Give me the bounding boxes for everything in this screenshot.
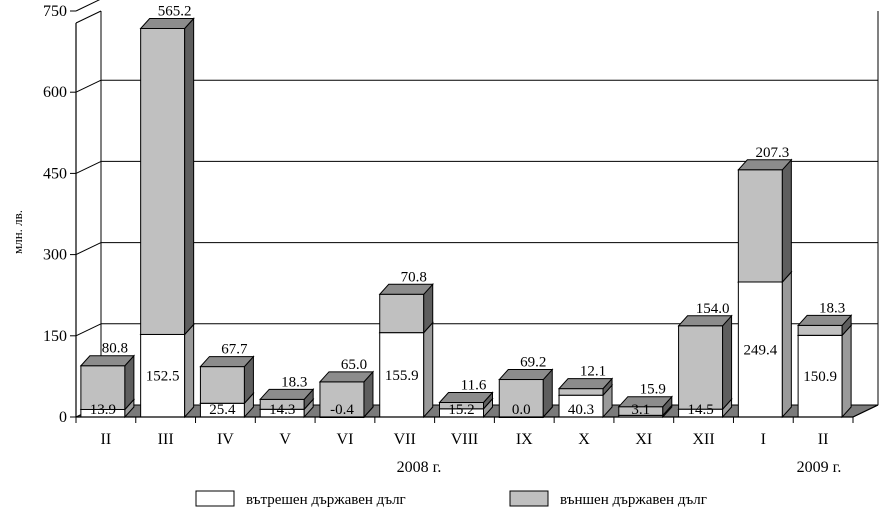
x-tick-label: V	[279, 431, 291, 448]
y-tick-label: 0	[59, 409, 67, 426]
bar-external	[378, 282, 434, 334]
x-tick-label: IV	[217, 431, 234, 448]
x-tick-label: XII	[692, 431, 714, 448]
x-axis: II III IV V VI VII VIII IX X XI XII I II	[75, 404, 879, 448]
legend-swatch-external	[509, 490, 549, 507]
data-label-domestic: 3.1	[631, 402, 650, 418]
x-tick-label: X	[578, 431, 590, 448]
data-label-external: 70.8	[401, 269, 427, 285]
chart-back-wall	[75, 0, 879, 405]
data-label-external: 12.1	[580, 364, 606, 380]
data-label-domestic: 150.9	[803, 369, 837, 385]
legend-label-external: външен държавен дълг	[560, 492, 707, 508]
bar-external	[438, 391, 494, 411]
data-label-domestic: 155.9	[385, 368, 419, 384]
data-label-external: 11.6	[461, 377, 487, 393]
data-label-domestic: 25.4	[209, 402, 236, 418]
data-label-domestic: 152.5	[146, 369, 180, 385]
data-label-domestic: 15.2	[448, 402, 474, 418]
year-label-2009: 2009 г.	[797, 459, 842, 476]
bar-external	[617, 395, 673, 417]
data-label-external: 69.2	[520, 355, 546, 371]
bar-external	[737, 158, 793, 284]
bar-external	[677, 314, 733, 411]
y-tick-label: 750	[43, 3, 67, 20]
bar-external	[318, 370, 375, 419]
x-tick-label: III	[158, 431, 174, 448]
legend-swatch-domestic	[195, 490, 235, 507]
data-label-external: 15.9	[640, 382, 666, 398]
bar-external	[79, 354, 136, 411]
y-axis: 0 150 300 450 600 750	[43, 3, 102, 426]
bar-external	[498, 368, 554, 419]
x-tick-label: VII	[394, 431, 416, 448]
x-tick-label: VIII	[451, 431, 479, 448]
y-tick-label: 600	[43, 84, 67, 101]
data-label-external: 18.3	[281, 374, 307, 390]
data-label-external: 80.8	[102, 341, 128, 357]
legend: вътрешен държавен дълг външен държавен д…	[195, 490, 707, 508]
data-label-external: 565.2	[158, 3, 192, 19]
data-label-external: 207.3	[755, 145, 789, 161]
y-axis-title: млн. лв.	[10, 210, 25, 254]
data-label-external: 65.0	[341, 357, 367, 373]
bars-group: 13.9 80.8 152.5 565.2 25.4 67.7 14.3 18.3 -0.4 65…	[79, 3, 853, 419]
x-tick-label: IX	[516, 431, 533, 448]
y-tick-label: 300	[43, 247, 67, 264]
data-label-domestic: 14.3	[269, 402, 295, 418]
year-label-2008: 2008 г.	[397, 459, 442, 476]
bar-external	[139, 17, 195, 336]
x-tick-label: XI	[635, 431, 652, 448]
data-label-domestic: 13.9	[90, 402, 116, 418]
bar-external	[557, 377, 614, 397]
data-label-domestic: 249.4	[743, 342, 777, 358]
y-tick-label: 450	[43, 165, 67, 182]
x-tick-label: VI	[337, 431, 354, 448]
data-label-external: 67.7	[221, 342, 248, 358]
legend-label-domestic: вътрешен държавен дълг	[246, 492, 406, 508]
x-tick-label: II	[818, 431, 829, 448]
data-label-domestic: -0.4	[330, 402, 354, 418]
bar-external	[796, 314, 853, 337]
bar-external	[199, 355, 255, 405]
data-label-domestic: 40.3	[568, 402, 594, 418]
data-label-external: 154.0	[696, 301, 730, 317]
bar-external	[259, 388, 315, 411]
data-label-domestic: 14.5	[687, 402, 713, 418]
x-tick-label: I	[761, 431, 766, 448]
y-tick-label: 150	[43, 328, 67, 345]
data-label-external: 18.3	[819, 300, 845, 316]
x-tick-label: II	[101, 431, 112, 448]
data-label-domestic: 0.0	[512, 402, 531, 418]
